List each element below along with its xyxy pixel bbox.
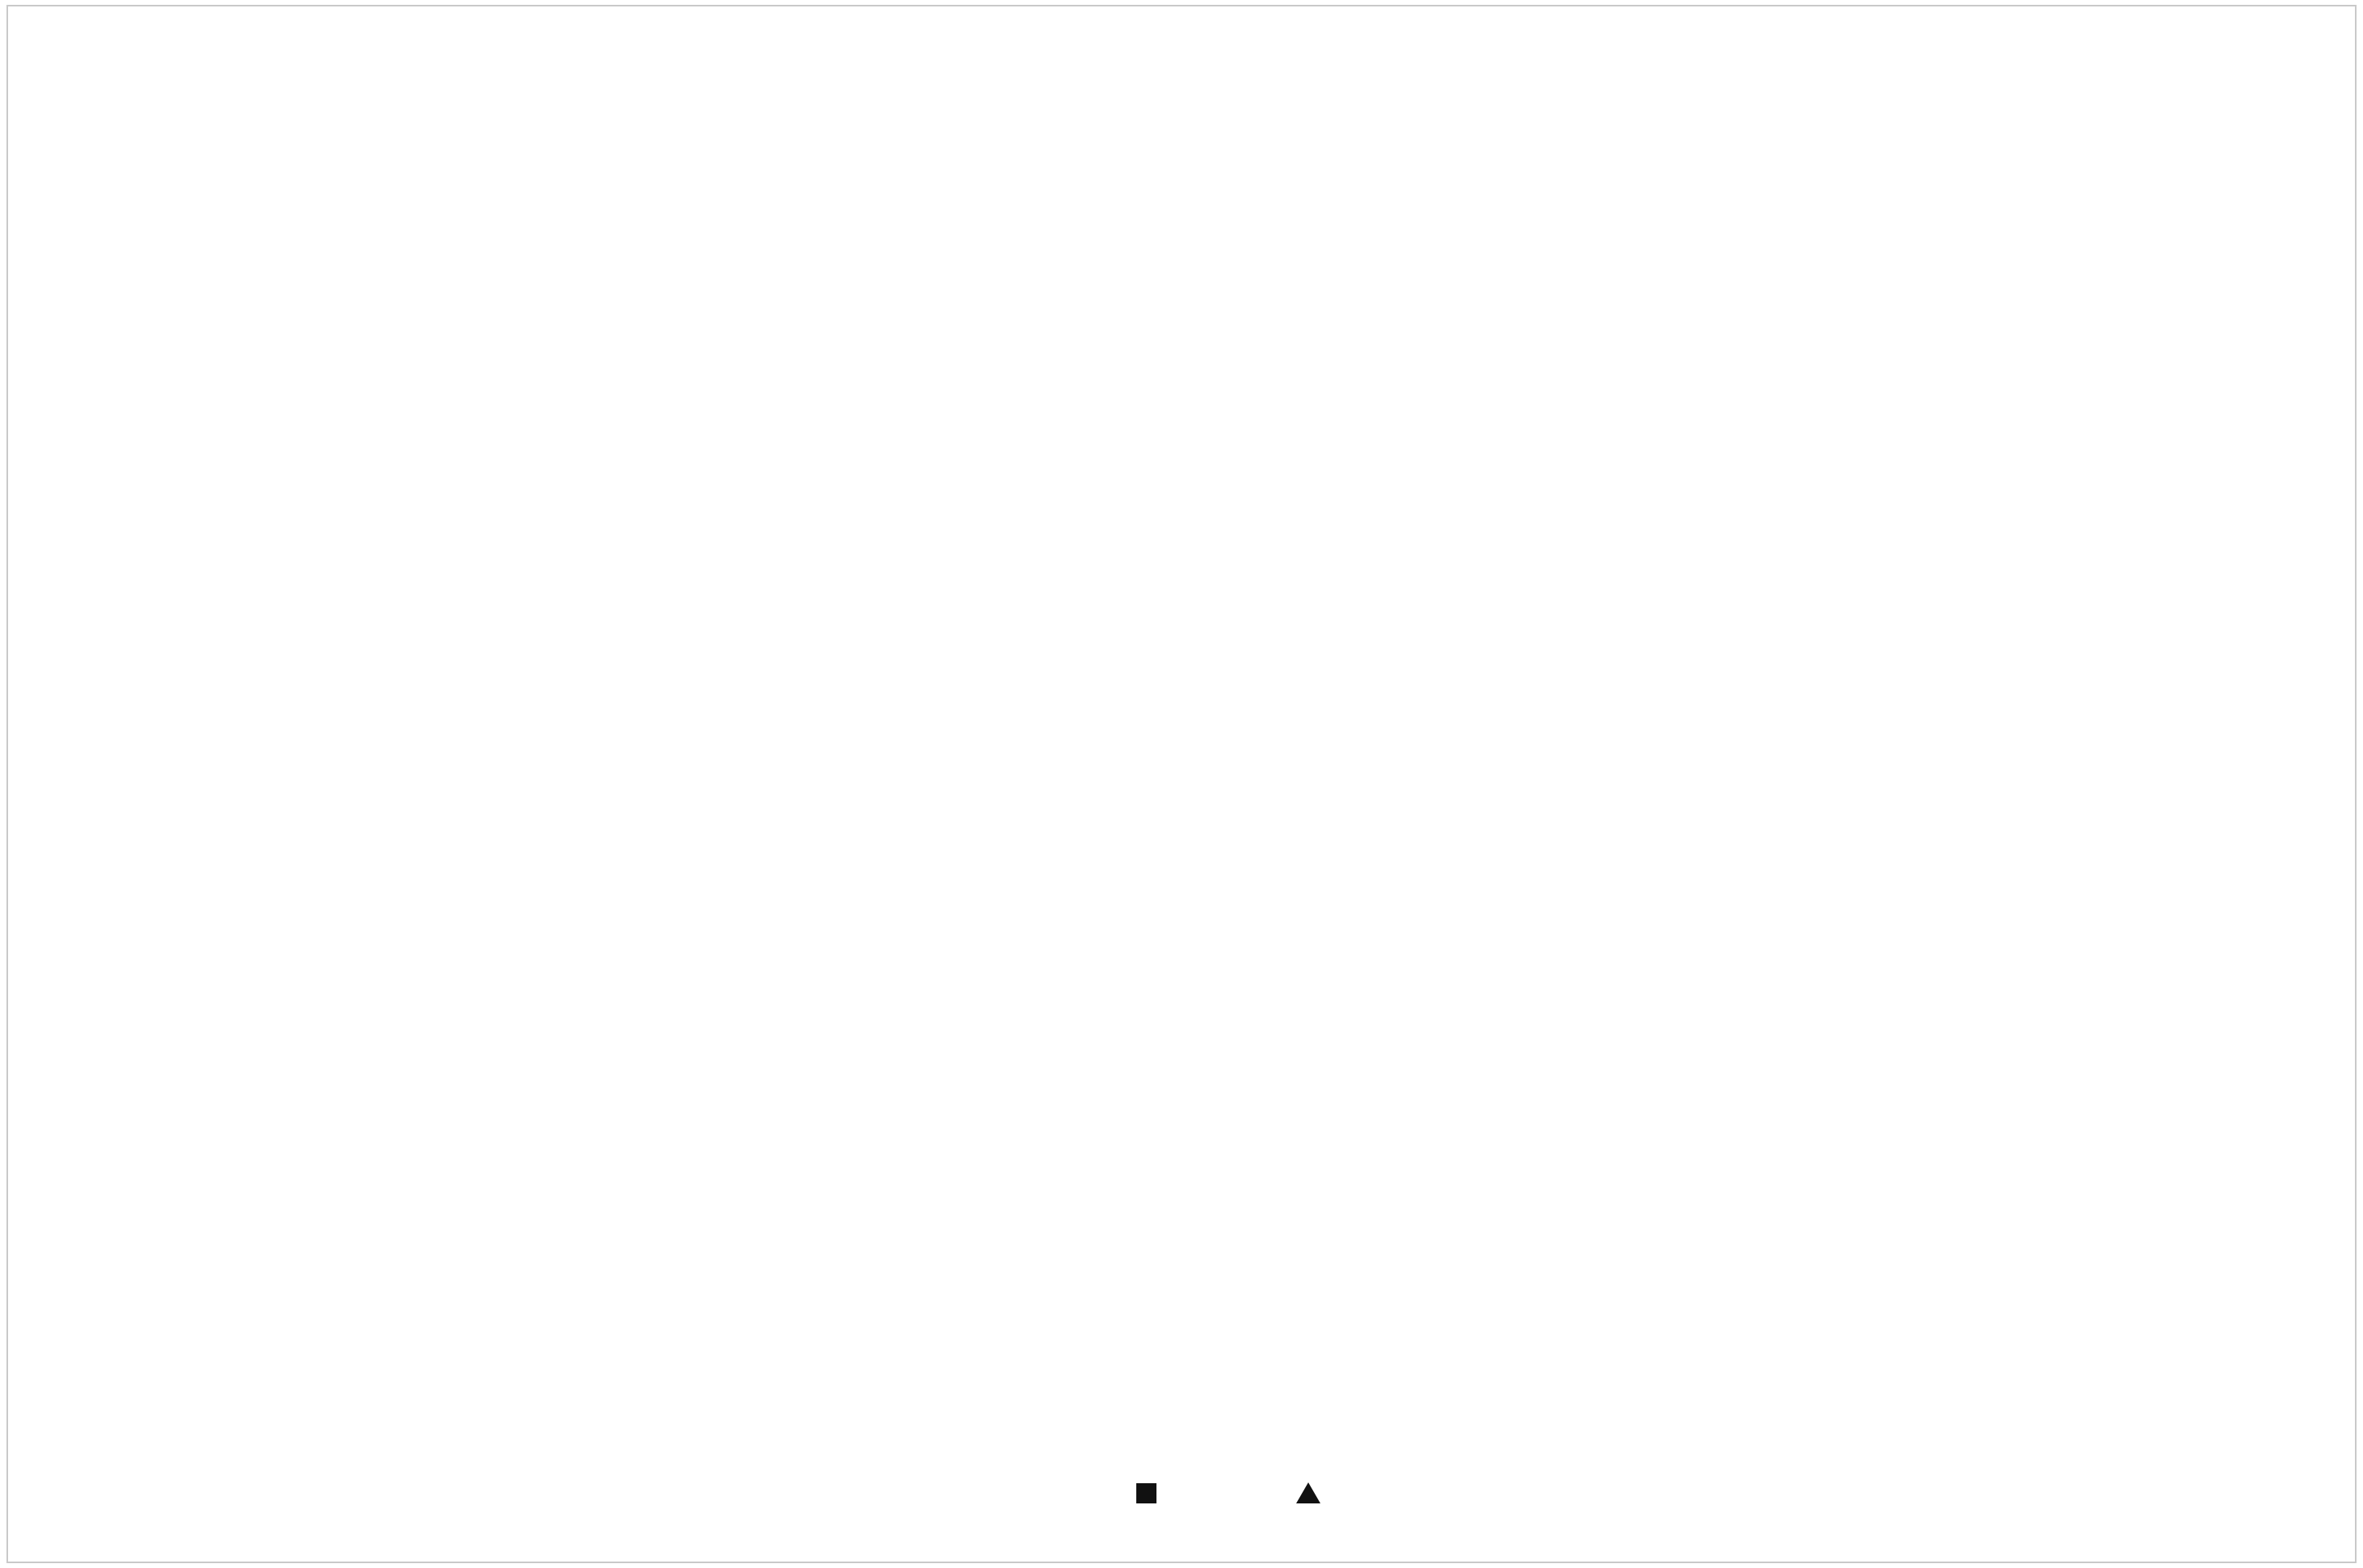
figure-border [6,5,2357,1563]
chart-legend [168,1482,2298,1503]
square-marker-icon [1135,1482,1156,1503]
legend-item-thoracic [1295,1482,1331,1503]
legend-item-lumbar [1135,1482,1167,1503]
triangle-marker-icon [1295,1482,1320,1503]
